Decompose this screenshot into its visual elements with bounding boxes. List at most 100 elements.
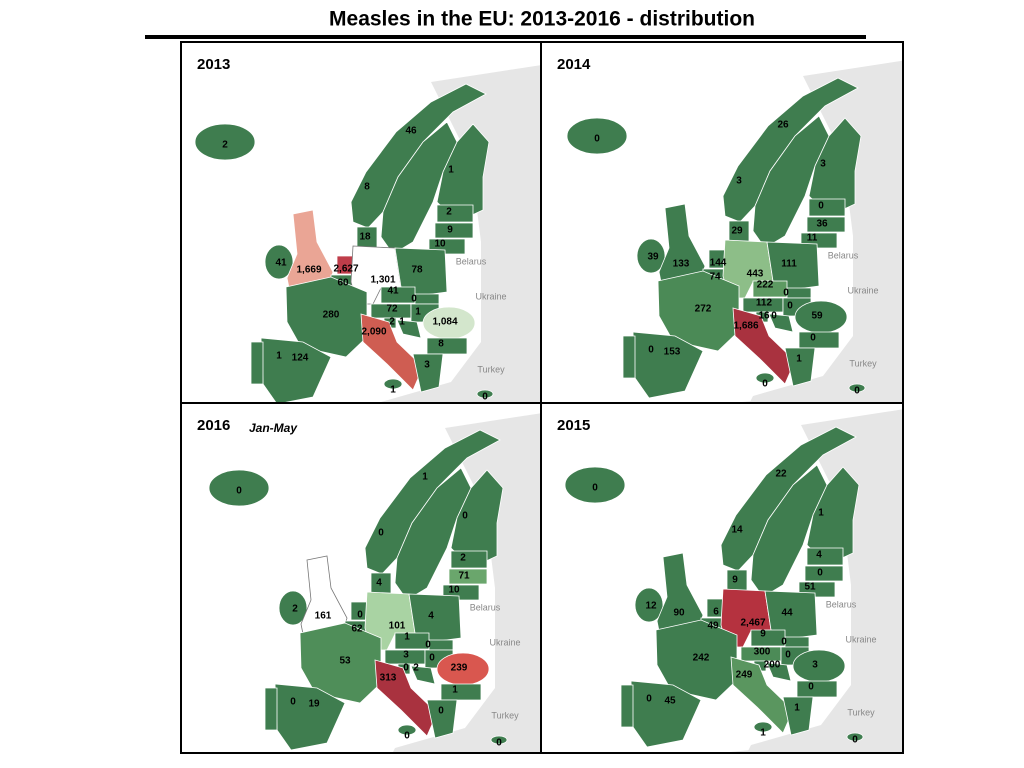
value-label: 44 — [781, 608, 793, 619]
value-label: 239 — [451, 663, 468, 674]
basemap-label: Belarus — [456, 256, 487, 266]
country — [426, 699, 458, 739]
value-label: 313 — [380, 673, 397, 684]
country — [194, 123, 256, 161]
value-label: 1 — [422, 472, 428, 483]
value-label: 78 — [411, 265, 423, 276]
value-label: 0 — [785, 650, 791, 661]
value-label: 74 — [709, 272, 721, 283]
value-label: 0 — [290, 697, 296, 708]
country — [383, 378, 403, 390]
value-label: 101 — [389, 621, 406, 632]
value-label: 1 — [415, 307, 421, 318]
value-label: 1 — [796, 354, 802, 365]
value-label: 0 — [438, 706, 444, 717]
value-label: 222 — [757, 280, 774, 291]
value-label: 51 — [804, 582, 816, 593]
value-label: 0 — [646, 694, 652, 705]
country — [784, 636, 810, 648]
value-label: 1 — [276, 351, 282, 362]
country — [208, 469, 270, 507]
country — [285, 276, 368, 358]
country — [397, 724, 417, 736]
country — [622, 335, 636, 379]
value-label: 1 — [452, 685, 458, 696]
value-label: 0 — [496, 738, 502, 749]
value-label: 1,669 — [296, 265, 321, 276]
country — [798, 331, 840, 349]
value-label: 0 — [808, 682, 814, 693]
basemap-label: Turkey — [477, 364, 505, 374]
value-label: 249 — [736, 670, 753, 681]
value-label: 49 — [707, 621, 719, 632]
value-label: 0 — [592, 483, 598, 494]
country — [768, 313, 794, 333]
basemap-label: Ukraine — [475, 291, 506, 301]
value-label: 22 — [775, 469, 787, 480]
basemap-label: Ukraine — [847, 285, 878, 295]
panel-year: 2013 — [197, 56, 230, 73]
value-label: 3 — [736, 176, 742, 187]
basemap-label: Turkey — [847, 707, 875, 717]
value-label: 0 — [236, 486, 242, 497]
country — [396, 319, 422, 339]
value-label: 1,686 — [733, 321, 758, 332]
value-label: 272 — [695, 304, 712, 315]
country — [846, 732, 864, 742]
value-label: 4 — [428, 611, 434, 622]
basemap-label: Belarus — [470, 602, 501, 612]
country — [786, 287, 812, 299]
value-label: 10 — [434, 239, 446, 250]
basemap-label: Turkey — [491, 710, 519, 720]
country — [566, 117, 628, 155]
panel-frame — [540, 402, 904, 754]
value-label: 9 — [732, 575, 738, 586]
country — [476, 389, 494, 399]
value-label: 0 — [762, 379, 768, 390]
country — [436, 204, 474, 223]
country — [808, 198, 846, 217]
value-label: 0 — [404, 731, 410, 742]
value-label: 8 — [438, 339, 444, 350]
value-label: 2,090 — [361, 327, 386, 338]
country — [750, 629, 786, 647]
country — [434, 222, 474, 239]
value-label: 2 — [460, 553, 466, 564]
panel-year: 2014 — [557, 56, 591, 73]
panel-year: 2015 — [557, 417, 590, 434]
value-label: 0 — [787, 301, 793, 312]
country — [490, 735, 508, 745]
value-label: 2 — [292, 604, 298, 615]
value-label: 1 — [404, 632, 410, 643]
land — [392, 413, 541, 753]
value-label: 9 — [447, 225, 453, 236]
value-label: 4 — [816, 550, 822, 561]
value-label: 2 — [446, 207, 452, 218]
value-label: 60 — [337, 278, 349, 289]
value-label: 1,084 — [432, 317, 457, 328]
value-label: 53 — [339, 656, 351, 667]
value-label: 6 — [713, 607, 719, 618]
value-label: 2 — [389, 317, 395, 328]
value-label: 0 — [482, 392, 488, 403]
value-label: 18 — [359, 232, 371, 243]
value-label: 39 — [647, 252, 659, 263]
value-label: 200 — [764, 660, 781, 671]
value-label: 4 — [376, 578, 382, 589]
value-label: 46 — [405, 126, 417, 137]
value-label: 0 — [818, 201, 824, 212]
map-panel: FinlandBelarusUkraineTurkey2468129101841… — [181, 42, 541, 403]
country — [784, 347, 816, 387]
value-label: 2,627 — [333, 264, 358, 275]
value-label: 144 — [710, 258, 727, 269]
value-label: 2 — [222, 140, 228, 151]
country — [620, 684, 634, 728]
title: Measles in the EU: 2013-2016 - distribut… — [329, 8, 755, 31]
value-label: 0 — [852, 735, 858, 746]
value-label: 59 — [811, 311, 823, 322]
value-label: 62 — [351, 624, 363, 635]
basemap-label: Turkey — [849, 358, 877, 368]
value-label: 41 — [387, 286, 399, 297]
